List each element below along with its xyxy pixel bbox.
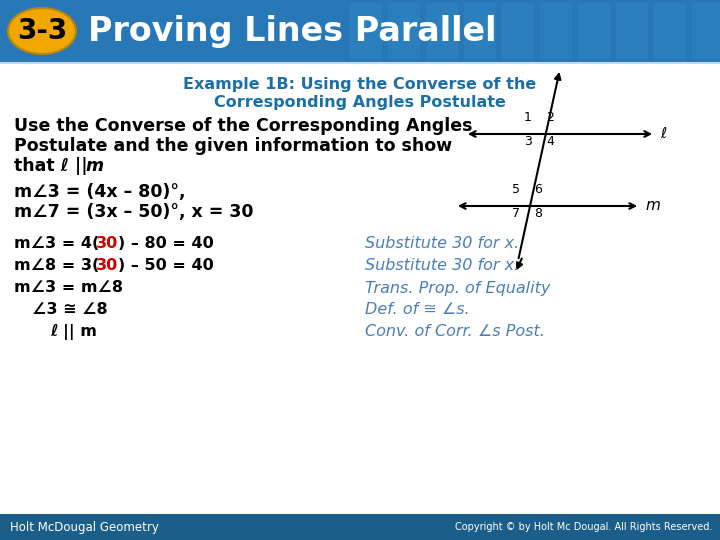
Text: 1: 1 <box>524 111 532 124</box>
Text: ℓ || m: ℓ || m <box>50 324 97 340</box>
Text: ) – 50 = 40: ) – 50 = 40 <box>118 259 214 273</box>
Text: Postulate and the given information to show: Postulate and the given information to s… <box>14 137 452 155</box>
Text: 8: 8 <box>534 207 542 220</box>
Bar <box>616 3 648 59</box>
Text: Copyright © by Holt Mc Dougal. All Rights Reserved.: Copyright © by Holt Mc Dougal. All Right… <box>454 522 712 532</box>
Text: ∠3 ≅ ∠8: ∠3 ≅ ∠8 <box>32 302 107 318</box>
Text: 5: 5 <box>512 183 520 196</box>
Bar <box>692 3 720 59</box>
Text: 30: 30 <box>96 237 118 252</box>
Text: Example 1B: Using the Converse of the: Example 1B: Using the Converse of the <box>184 77 536 91</box>
Text: Holt McDougal Geometry: Holt McDougal Geometry <box>10 521 159 534</box>
Bar <box>388 3 420 59</box>
Bar <box>502 3 534 59</box>
Text: 2: 2 <box>546 111 554 124</box>
Text: m∠7 = (3x – 50)°, x = 30: m∠7 = (3x – 50)°, x = 30 <box>14 203 253 221</box>
Text: Substitute 30 for x.: Substitute 30 for x. <box>365 259 519 273</box>
Text: m∠3 = 4(: m∠3 = 4( <box>14 237 99 252</box>
Ellipse shape <box>8 8 76 54</box>
Text: m∠8 = 3(: m∠8 = 3( <box>14 259 99 273</box>
Text: ℓ: ℓ <box>660 126 666 141</box>
Bar <box>464 3 496 59</box>
Text: 4: 4 <box>546 135 554 148</box>
Bar <box>350 3 382 59</box>
Bar <box>540 3 572 59</box>
Bar <box>0 0 720 62</box>
Text: m: m <box>645 199 660 213</box>
Bar <box>0 64 720 514</box>
Text: ) – 80 = 40: ) – 80 = 40 <box>118 237 214 252</box>
Text: m∠3 = m∠8: m∠3 = m∠8 <box>14 280 123 295</box>
Text: m: m <box>85 157 103 175</box>
Bar <box>654 3 686 59</box>
Text: .: . <box>96 157 102 175</box>
Text: m∠3 = (4x – 80)°,: m∠3 = (4x – 80)°, <box>14 183 186 201</box>
Text: Conv. of Corr. ∠s Post.: Conv. of Corr. ∠s Post. <box>365 325 545 340</box>
Text: Proving Lines Parallel: Proving Lines Parallel <box>88 15 497 48</box>
Bar <box>426 3 458 59</box>
Text: 3-3: 3-3 <box>17 17 67 45</box>
Text: Trans. Prop. of Equality: Trans. Prop. of Equality <box>365 280 550 295</box>
Text: 6: 6 <box>534 183 542 196</box>
Bar <box>578 3 610 59</box>
Text: that ℓ ||: that ℓ || <box>14 157 94 175</box>
Text: Substitute 30 for x.: Substitute 30 for x. <box>365 237 519 252</box>
Text: Corresponding Angles Postulate: Corresponding Angles Postulate <box>214 94 506 110</box>
Text: Use the Converse of the Corresponding Angles: Use the Converse of the Corresponding An… <box>14 117 472 135</box>
Text: 7: 7 <box>512 207 520 220</box>
Text: Def. of ≅ ∠s.: Def. of ≅ ∠s. <box>365 302 469 318</box>
Text: 3: 3 <box>524 135 532 148</box>
Text: 30: 30 <box>96 259 118 273</box>
Bar <box>0 514 720 540</box>
